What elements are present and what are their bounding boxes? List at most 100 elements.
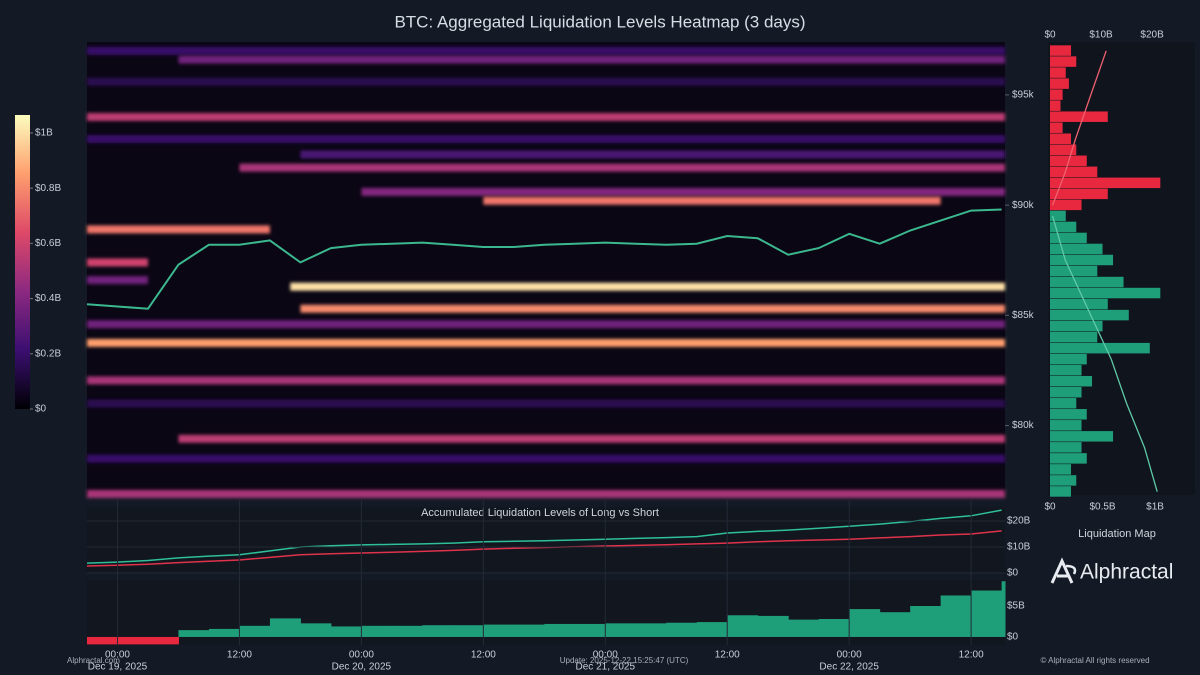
x-tick-label: 12:00 (227, 650, 252, 661)
liq-bar (1050, 166, 1098, 178)
liq-bar (1050, 265, 1098, 277)
colorbar-label: $0.6B (35, 238, 61, 249)
liq-bar (1050, 464, 1072, 475)
liquidation-band (87, 320, 1005, 329)
liquidation-band (300, 304, 1005, 313)
liq-bar (1050, 442, 1082, 453)
liq-bar (1050, 331, 1098, 343)
site: Alphractal.com (67, 656, 120, 665)
net-bar (1001, 581, 1006, 637)
liq-bar (1050, 386, 1082, 398)
y-tick-label: $95k (1012, 90, 1035, 101)
liq-bar (1050, 56, 1077, 67)
net-bar (269, 618, 301, 637)
liq-bar (1050, 78, 1069, 89)
colorbar-label: $0.2B (35, 348, 61, 359)
y-tick-label: $20B (1007, 516, 1031, 527)
price-line (86, 208, 1002, 310)
net-bar (361, 625, 393, 637)
net-bar (239, 625, 271, 637)
chart-title: BTC: Aggregated Liquidation Levels Heatm… (394, 12, 805, 31)
net-bar (666, 622, 698, 637)
x-tick-label: $1B (1146, 502, 1164, 513)
liq-bar (1050, 210, 1066, 222)
net-bar (696, 622, 728, 637)
liquidation-band (87, 399, 1005, 408)
liquidation-band (239, 163, 1005, 172)
liq-bar (1050, 254, 1114, 266)
colorbar-label: $0 (35, 404, 47, 415)
liq-bar (1050, 45, 1072, 56)
net-bar (117, 636, 149, 645)
liquidation-band (87, 258, 148, 267)
y-tick-label: $5B (1007, 601, 1025, 612)
x-tick-label: 00:00 (837, 650, 862, 661)
net-bar (635, 623, 667, 637)
x2-tick-label: $0 (1044, 30, 1056, 41)
y-tick-label: $0 (1007, 568, 1019, 579)
net-bar (605, 623, 637, 637)
net-bar (940, 595, 972, 637)
liq-bar (1050, 309, 1129, 321)
liq-bar (1050, 122, 1063, 133)
net-bar (910, 606, 942, 637)
colorbar-label: $1B (35, 128, 53, 139)
liq-bar (1050, 298, 1108, 310)
net-bar (971, 590, 1003, 637)
liquidation-band (361, 187, 1005, 196)
y-tick-label: $85k (1012, 310, 1035, 321)
net-bar (818, 619, 850, 637)
liq-bar (1050, 100, 1061, 111)
liq-bar (1050, 364, 1082, 376)
cumulative-line (1051, 50, 1107, 206)
x-tick-label: $0.5B (1089, 502, 1115, 513)
accum-area (87, 507, 1005, 573)
liquidation-band (87, 77, 1005, 86)
liquidation-band (483, 196, 941, 205)
x-tick-date: Dec 21, 2025 (576, 662, 636, 673)
panel-title: Accumulated Liquidation Levels of Long v… (421, 507, 659, 519)
net-bar (513, 624, 545, 637)
y-tick-label: $80k (1012, 420, 1035, 431)
net-bar (422, 625, 454, 637)
net-bar (452, 625, 484, 637)
liq-bar (1050, 243, 1103, 255)
liq-bar (1050, 475, 1077, 486)
net-bar (544, 623, 576, 637)
liq-bar (1050, 89, 1063, 100)
liq-bar (1050, 353, 1087, 365)
x-tick-label: $0 (1044, 502, 1056, 513)
net-bar (391, 625, 423, 637)
liquidation-band (87, 134, 1005, 143)
colorbar-label: $0.4B (35, 293, 61, 304)
update: Update: 2025-12-22 15:25:47 (UTC) (560, 656, 689, 665)
net-bar (147, 636, 179, 645)
net-bar (208, 628, 240, 637)
liq-bar (1050, 453, 1087, 464)
logo-icon (1050, 557, 1074, 584)
liq-bar (1050, 375, 1093, 387)
y-tick-label: $90k (1012, 200, 1035, 211)
x-tick-label: 12:00 (715, 650, 740, 661)
logo: Alphractal (1050, 557, 1173, 584)
liq-bar (1050, 486, 1072, 497)
liq-bar (1050, 177, 1161, 189)
liq-bar (1050, 199, 1082, 211)
net-bar (483, 624, 515, 637)
x-tick-label: 12:00 (471, 650, 496, 661)
x-tick-date: Dec 22, 2025 (819, 662, 879, 673)
brand: Alphractal (1080, 561, 1173, 584)
x-tick-date: Dec 20, 2025 (332, 662, 392, 673)
x2-tick-label: $10B (1089, 30, 1113, 41)
x-tick-date: Dec 19, 2025 (88, 662, 148, 673)
x-tick-label: 00:00 (105, 650, 130, 661)
net-bar (879, 612, 911, 637)
net-bar (300, 623, 332, 637)
liq-bar (1050, 221, 1077, 233)
net-bar (849, 609, 881, 637)
liquidation-band (87, 276, 148, 285)
colorbar-label: $0.8B (35, 183, 61, 194)
net-bar (757, 615, 789, 637)
liq-bar (1050, 420, 1082, 431)
